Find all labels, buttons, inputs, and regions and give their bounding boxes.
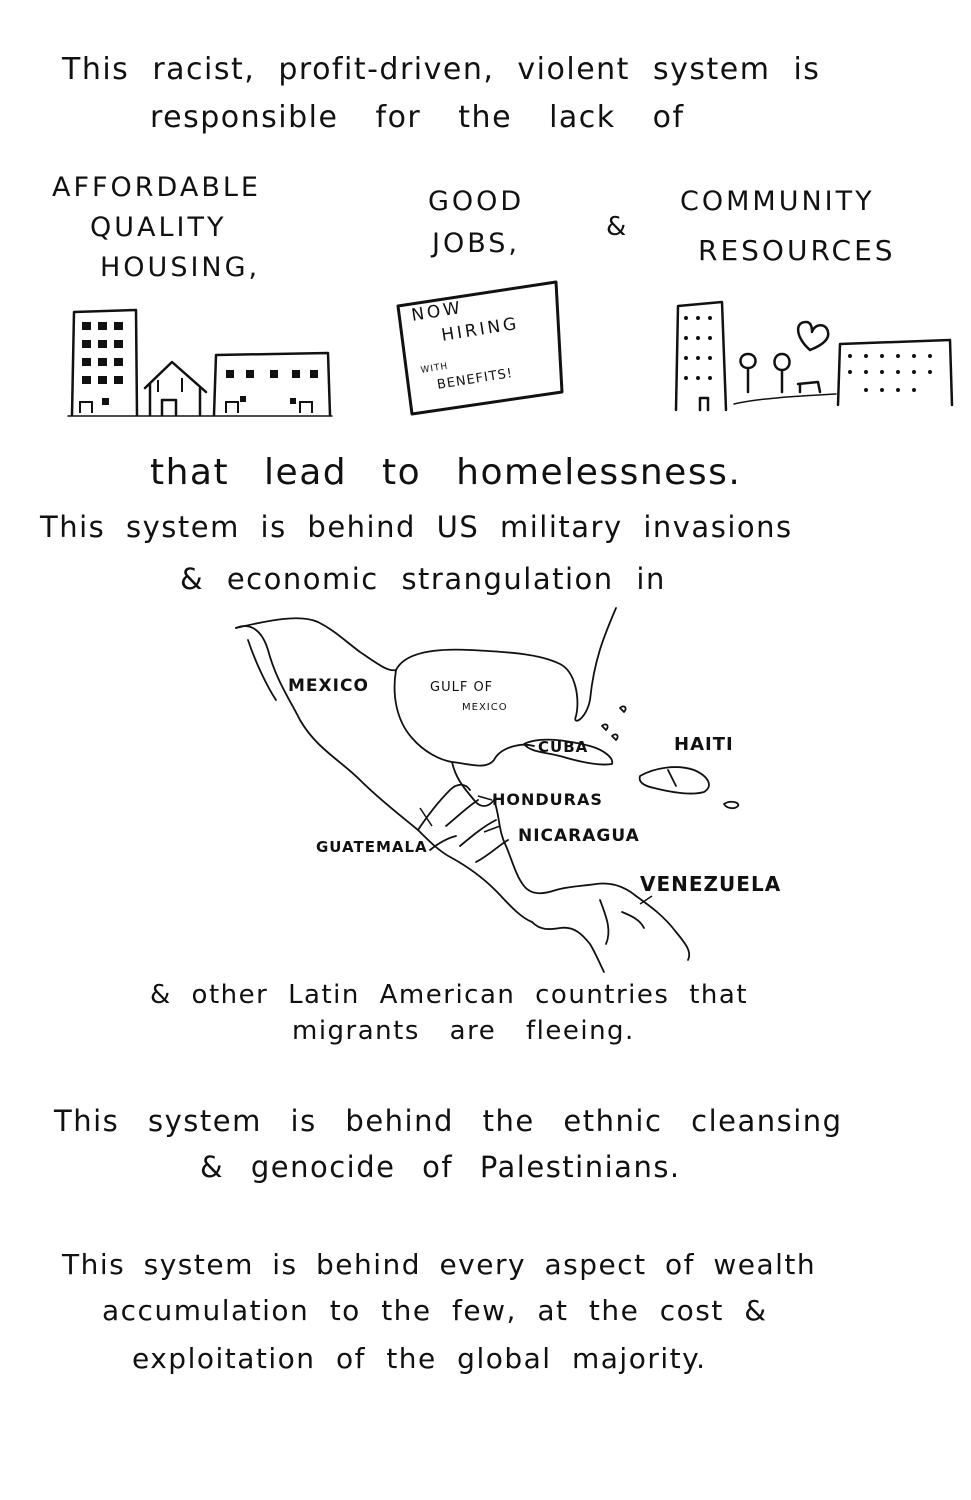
- label-venezuela: VENEZUELA: [640, 872, 782, 896]
- community-line-2: RESOURCES: [698, 234, 896, 267]
- wealth-line-3: exploitation of the global majority.: [132, 1342, 707, 1375]
- label-gulf-mexico: MEXICO: [462, 702, 508, 713]
- latin-line-2: migrants are fleeing.: [292, 1016, 635, 1046]
- low-building-icon: [212, 351, 332, 417]
- label-guatemala: GUATEMALA: [316, 838, 428, 856]
- housing-line-1: AFFORDABLE: [52, 172, 261, 203]
- label-haiti: HAITI: [674, 734, 734, 755]
- palestine-line-2: & genocide of Palestinians.: [200, 1150, 681, 1184]
- intro-line-1: This racist, profit-driven, violent syst…: [62, 52, 821, 87]
- community-line-1: COMMUNITY: [680, 186, 875, 217]
- tree-icon: [739, 352, 791, 394]
- map-latin-america: [235, 607, 740, 973]
- ampersand: &: [606, 212, 628, 242]
- label-cuba: CUBA: [538, 738, 589, 756]
- military-line-1: This system is behind US military invasi…: [40, 510, 793, 544]
- latin-line-1: & other Latin American countries that: [150, 980, 749, 1010]
- label-mexico: MEXICO: [288, 676, 369, 696]
- intro-line-2: responsible for the lack of: [150, 100, 685, 135]
- now-hiring-sign-icon: [396, 280, 564, 416]
- house-icon: [143, 360, 208, 417]
- wealth-line-2: accumulation to the few, at the cost &: [102, 1294, 768, 1327]
- jobs-line-1: GOOD: [428, 186, 525, 217]
- homelessness-line: that lead to homelessness.: [150, 452, 742, 493]
- heart-icon: [797, 320, 830, 352]
- label-honduras: HONDURAS: [492, 790, 603, 809]
- bench-icon: [796, 380, 822, 394]
- label-nicaragua: NICARAGUA: [518, 826, 640, 846]
- apartment-building-icon: [70, 308, 139, 417]
- wealth-line-1: This system is behind every aspect of we…: [62, 1248, 817, 1281]
- label-gulf: GULF OF: [430, 680, 494, 695]
- jobs-line-2: JOBS,: [432, 228, 520, 259]
- military-line-2: & economic strangulation in: [180, 562, 666, 596]
- community-low-building-icon: [836, 338, 954, 407]
- palestine-line-1: This system is behind the ethnic cleansi…: [54, 1104, 843, 1138]
- community-building-icon: [674, 300, 728, 412]
- housing-line-3: HOUSING,: [100, 252, 261, 283]
- housing-line-2: QUALITY: [90, 212, 227, 243]
